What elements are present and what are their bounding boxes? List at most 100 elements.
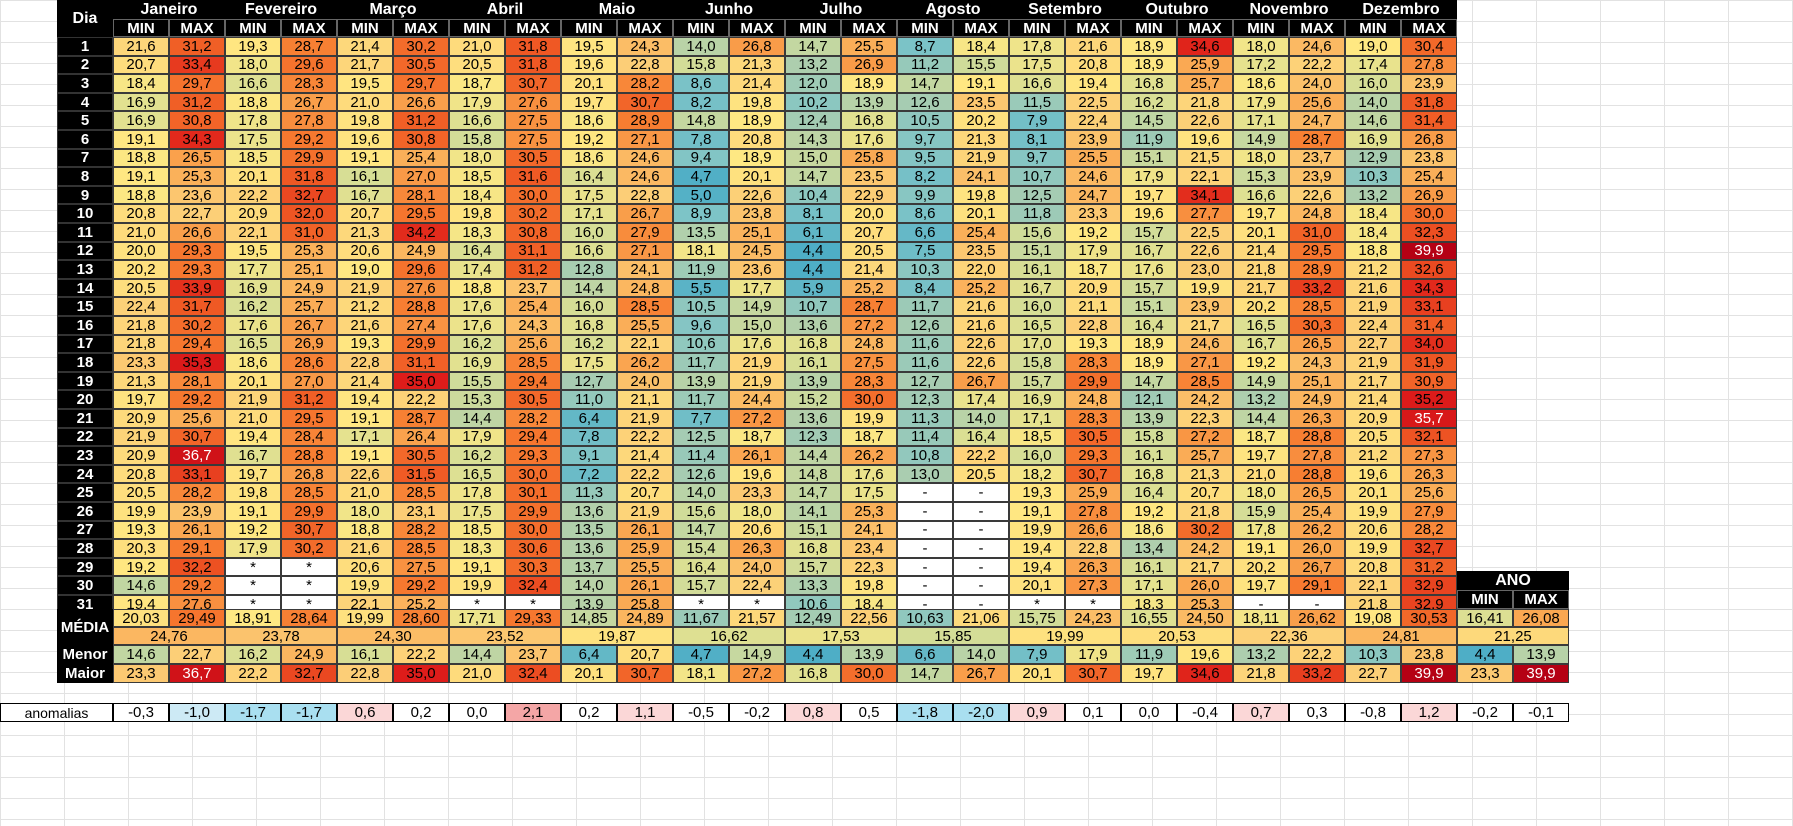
temperature-cell[interactable]: 19,3 bbox=[1065, 334, 1121, 354]
temperature-cell[interactable]: 30,1 bbox=[505, 483, 561, 502]
temperature-cell[interactable]: 15,1 bbox=[785, 520, 841, 540]
temperature-cell[interactable]: 13,2 bbox=[1233, 390, 1289, 409]
temperature-cell[interactable]: 24,5 bbox=[729, 241, 785, 261]
anomaly-cell[interactable]: 0,3 bbox=[1289, 703, 1345, 722]
temperature-cell[interactable]: 14,4 bbox=[449, 409, 505, 428]
temperature-cell[interactable]: 25,4 bbox=[1401, 167, 1457, 186]
temperature-cell[interactable]: 26,1 bbox=[169, 520, 225, 540]
temperature-cell[interactable]: 12,5 bbox=[673, 427, 729, 447]
temperature-cell[interactable]: 16,8 bbox=[841, 111, 897, 130]
temperature-cell[interactable]: 16,9 bbox=[449, 353, 505, 372]
temperature-cell[interactable]: 23,9 bbox=[169, 502, 225, 521]
month-header[interactable]: Março bbox=[337, 0, 449, 19]
temperature-cell[interactable]: 10,6 bbox=[785, 595, 841, 614]
temperature-cell[interactable]: 18,6 bbox=[225, 353, 281, 372]
temperature-cell[interactable]: 19,5 bbox=[337, 74, 393, 93]
ano-mean-max[interactable]: 26,08 bbox=[1513, 609, 1569, 627]
temperature-cell[interactable]: 18,7 bbox=[1233, 427, 1289, 447]
temperature-cell[interactable]: 27,5 bbox=[841, 353, 897, 372]
anomaly-cell[interactable]: -1,7 bbox=[281, 703, 337, 722]
temperature-cell[interactable]: 23,7 bbox=[1289, 148, 1345, 168]
temperature-cell[interactable]: 20,5 bbox=[953, 464, 1009, 484]
temperature-cell[interactable]: 28,8 bbox=[1289, 464, 1345, 484]
temperature-cell[interactable]: 24,0 bbox=[617, 371, 673, 391]
temperature-cell[interactable]: 28,2 bbox=[617, 74, 673, 93]
temperature-cell[interactable]: 15,5 bbox=[449, 371, 505, 391]
temperature-cell[interactable]: 21,9 bbox=[1345, 297, 1401, 316]
monthly-highest-cell[interactable]: 21,0 bbox=[449, 664, 505, 683]
temperature-cell[interactable]: 24,1 bbox=[841, 520, 897, 540]
temperature-cell[interactable]: 19,7 bbox=[113, 390, 169, 409]
temperature-cell[interactable]: 20,8 bbox=[729, 130, 785, 149]
day-label[interactable]: 2 bbox=[57, 55, 113, 75]
temperature-cell[interactable]: 25,9 bbox=[617, 539, 673, 558]
temperature-cell[interactable]: 20,9 bbox=[225, 204, 281, 223]
temperature-cell[interactable]: 28,3 bbox=[1065, 353, 1121, 372]
temperature-cell[interactable]: 14,6 bbox=[113, 576, 169, 595]
monthly-highest-cell[interactable]: 32,4 bbox=[505, 664, 561, 683]
day-label[interactable]: 6 bbox=[57, 130, 113, 149]
temperature-cell[interactable]: 20,1 bbox=[1009, 576, 1065, 595]
temperature-cell[interactable]: 32,0 bbox=[281, 204, 337, 223]
temperature-cell[interactable]: 23,9 bbox=[1289, 167, 1345, 186]
temperature-cell[interactable]: 22,2 bbox=[953, 446, 1009, 465]
temperature-cell[interactable]: 26,3 bbox=[729, 539, 785, 558]
temperature-cell[interactable]: 26,5 bbox=[1289, 483, 1345, 502]
temperature-cell[interactable]: 11,7 bbox=[673, 390, 729, 409]
min-subheader[interactable]: MIN bbox=[785, 19, 841, 37]
temperature-cell[interactable]: 10,7 bbox=[785, 297, 841, 316]
anomaly-cell[interactable]: -1,0 bbox=[169, 703, 225, 722]
temperature-cell[interactable]: 24,9 bbox=[1289, 390, 1345, 409]
monthly-lowest-cell[interactable]: 14,0 bbox=[953, 645, 1009, 664]
month-header[interactable]: Dezembro bbox=[1345, 0, 1457, 19]
temperature-cell[interactable]: 29,3 bbox=[169, 260, 225, 279]
temperature-cell[interactable]: 21,0 bbox=[337, 483, 393, 502]
temperature-cell[interactable]: 19,7 bbox=[1233, 576, 1289, 595]
day-label[interactable]: 27 bbox=[57, 520, 113, 540]
temperature-cell[interactable]: 29,5 bbox=[1289, 241, 1345, 261]
temperature-cell[interactable]: 19,1 bbox=[1233, 539, 1289, 558]
temperature-cell[interactable]: 18,6 bbox=[561, 148, 617, 168]
temperature-cell[interactable]: 13,2 bbox=[785, 55, 841, 75]
temperature-cell[interactable]: 25,3 bbox=[169, 167, 225, 186]
temperature-cell[interactable]: - bbox=[897, 520, 953, 540]
temperature-cell[interactable]: 27,5 bbox=[393, 557, 449, 577]
monthly-highest-cell[interactable]: 20,1 bbox=[1009, 664, 1065, 683]
temperature-cell[interactable]: 29,7 bbox=[169, 74, 225, 93]
monthly-overall-mean[interactable]: 15,85 bbox=[897, 627, 1009, 645]
temperature-cell[interactable]: 14,0 bbox=[1345, 92, 1401, 112]
temperature-cell[interactable]: 21,0 bbox=[449, 37, 505, 56]
temperature-cell[interactable]: 19,1 bbox=[953, 74, 1009, 93]
temperature-cell[interactable]: 18,5 bbox=[1009, 427, 1065, 447]
monthly-mean-cell[interactable]: 21,57 bbox=[729, 609, 785, 627]
temperature-cell[interactable]: 22,6 bbox=[337, 464, 393, 484]
day-label[interactable]: 8 bbox=[57, 167, 113, 186]
temperature-cell[interactable]: 21,2 bbox=[1345, 260, 1401, 279]
temperature-cell[interactable]: 13,5 bbox=[673, 223, 729, 242]
temperature-cell[interactable]: 19,1 bbox=[449, 557, 505, 577]
temperature-cell[interactable]: 28,5 bbox=[1289, 297, 1345, 316]
temperature-cell[interactable]: 19,6 bbox=[729, 464, 785, 484]
temperature-cell[interactable]: 25,9 bbox=[1065, 483, 1121, 502]
temperature-cell[interactable]: 18,4 bbox=[953, 37, 1009, 56]
temperature-cell[interactable]: 16,4 bbox=[1121, 316, 1177, 335]
temperature-cell[interactable]: 19,8 bbox=[337, 111, 393, 130]
temperature-cell[interactable]: 19,9 bbox=[1345, 539, 1401, 558]
temperature-cell[interactable]: 20,9 bbox=[1345, 409, 1401, 428]
temperature-cell[interactable]: 7,9 bbox=[1009, 111, 1065, 130]
temperature-cell[interactable]: 17,4 bbox=[1345, 55, 1401, 75]
ano-header[interactable]: ANO bbox=[1457, 571, 1569, 590]
temperature-cell[interactable]: 21,9 bbox=[113, 427, 169, 447]
temperature-cell[interactable]: 26,7 bbox=[1289, 557, 1345, 577]
temperature-cell[interactable]: 32,2 bbox=[169, 557, 225, 577]
temperature-cell[interactable]: 29,2 bbox=[281, 130, 337, 149]
temperature-cell[interactable]: 19,2 bbox=[1065, 223, 1121, 242]
temperature-cell[interactable]: 21,4 bbox=[1233, 241, 1289, 261]
monthly-mean-cell[interactable]: 26,62 bbox=[1289, 609, 1345, 627]
temperature-cell[interactable]: 21,5 bbox=[1177, 148, 1233, 168]
temperature-cell[interactable]: 17,5 bbox=[841, 483, 897, 502]
temperature-cell[interactable]: 26,0 bbox=[1177, 576, 1233, 595]
temperature-cell[interactable]: 10,5 bbox=[673, 297, 729, 316]
temperature-cell[interactable]: 17,9 bbox=[1233, 92, 1289, 112]
temperature-cell[interactable]: 14,9 bbox=[1233, 130, 1289, 149]
